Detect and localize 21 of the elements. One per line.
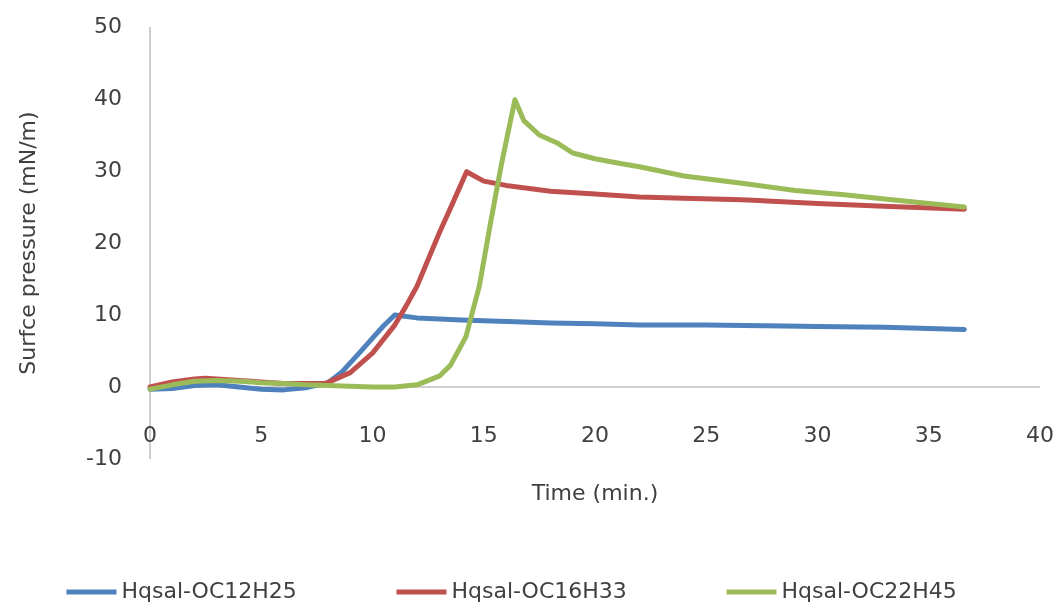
y-tick-label: 10: [94, 301, 122, 326]
legend-label: Hqsal-OC12H25: [121, 578, 297, 603]
x-tick-label: 30: [803, 422, 832, 447]
x-tick-label: 0: [143, 422, 157, 447]
legend-label: Hqsal-OC22H45: [781, 578, 957, 603]
x-tick-label: 15: [469, 422, 498, 447]
y-tick-label: 50: [94, 13, 122, 38]
x-tick-label: 5: [254, 422, 269, 447]
y-axis-title: Surfce pressure (mN/m): [15, 111, 40, 375]
x-axis-title: Time (min.): [530, 480, 659, 505]
y-tick-label: -10: [86, 445, 122, 470]
y-tick-label: 20: [94, 229, 122, 254]
y-tick-label: 30: [94, 157, 122, 182]
legend-label: Hqsal-OC16H33: [451, 578, 627, 603]
x-tick-label: 40: [1026, 422, 1054, 447]
x-tick-label: 35: [914, 422, 943, 447]
y-tick-label: 40: [94, 85, 122, 110]
x-tick-label: 20: [581, 422, 609, 447]
y-tick-label: 0: [108, 373, 122, 398]
x-tick-label: 25: [692, 422, 721, 447]
x-tick-label: 10: [358, 422, 387, 447]
